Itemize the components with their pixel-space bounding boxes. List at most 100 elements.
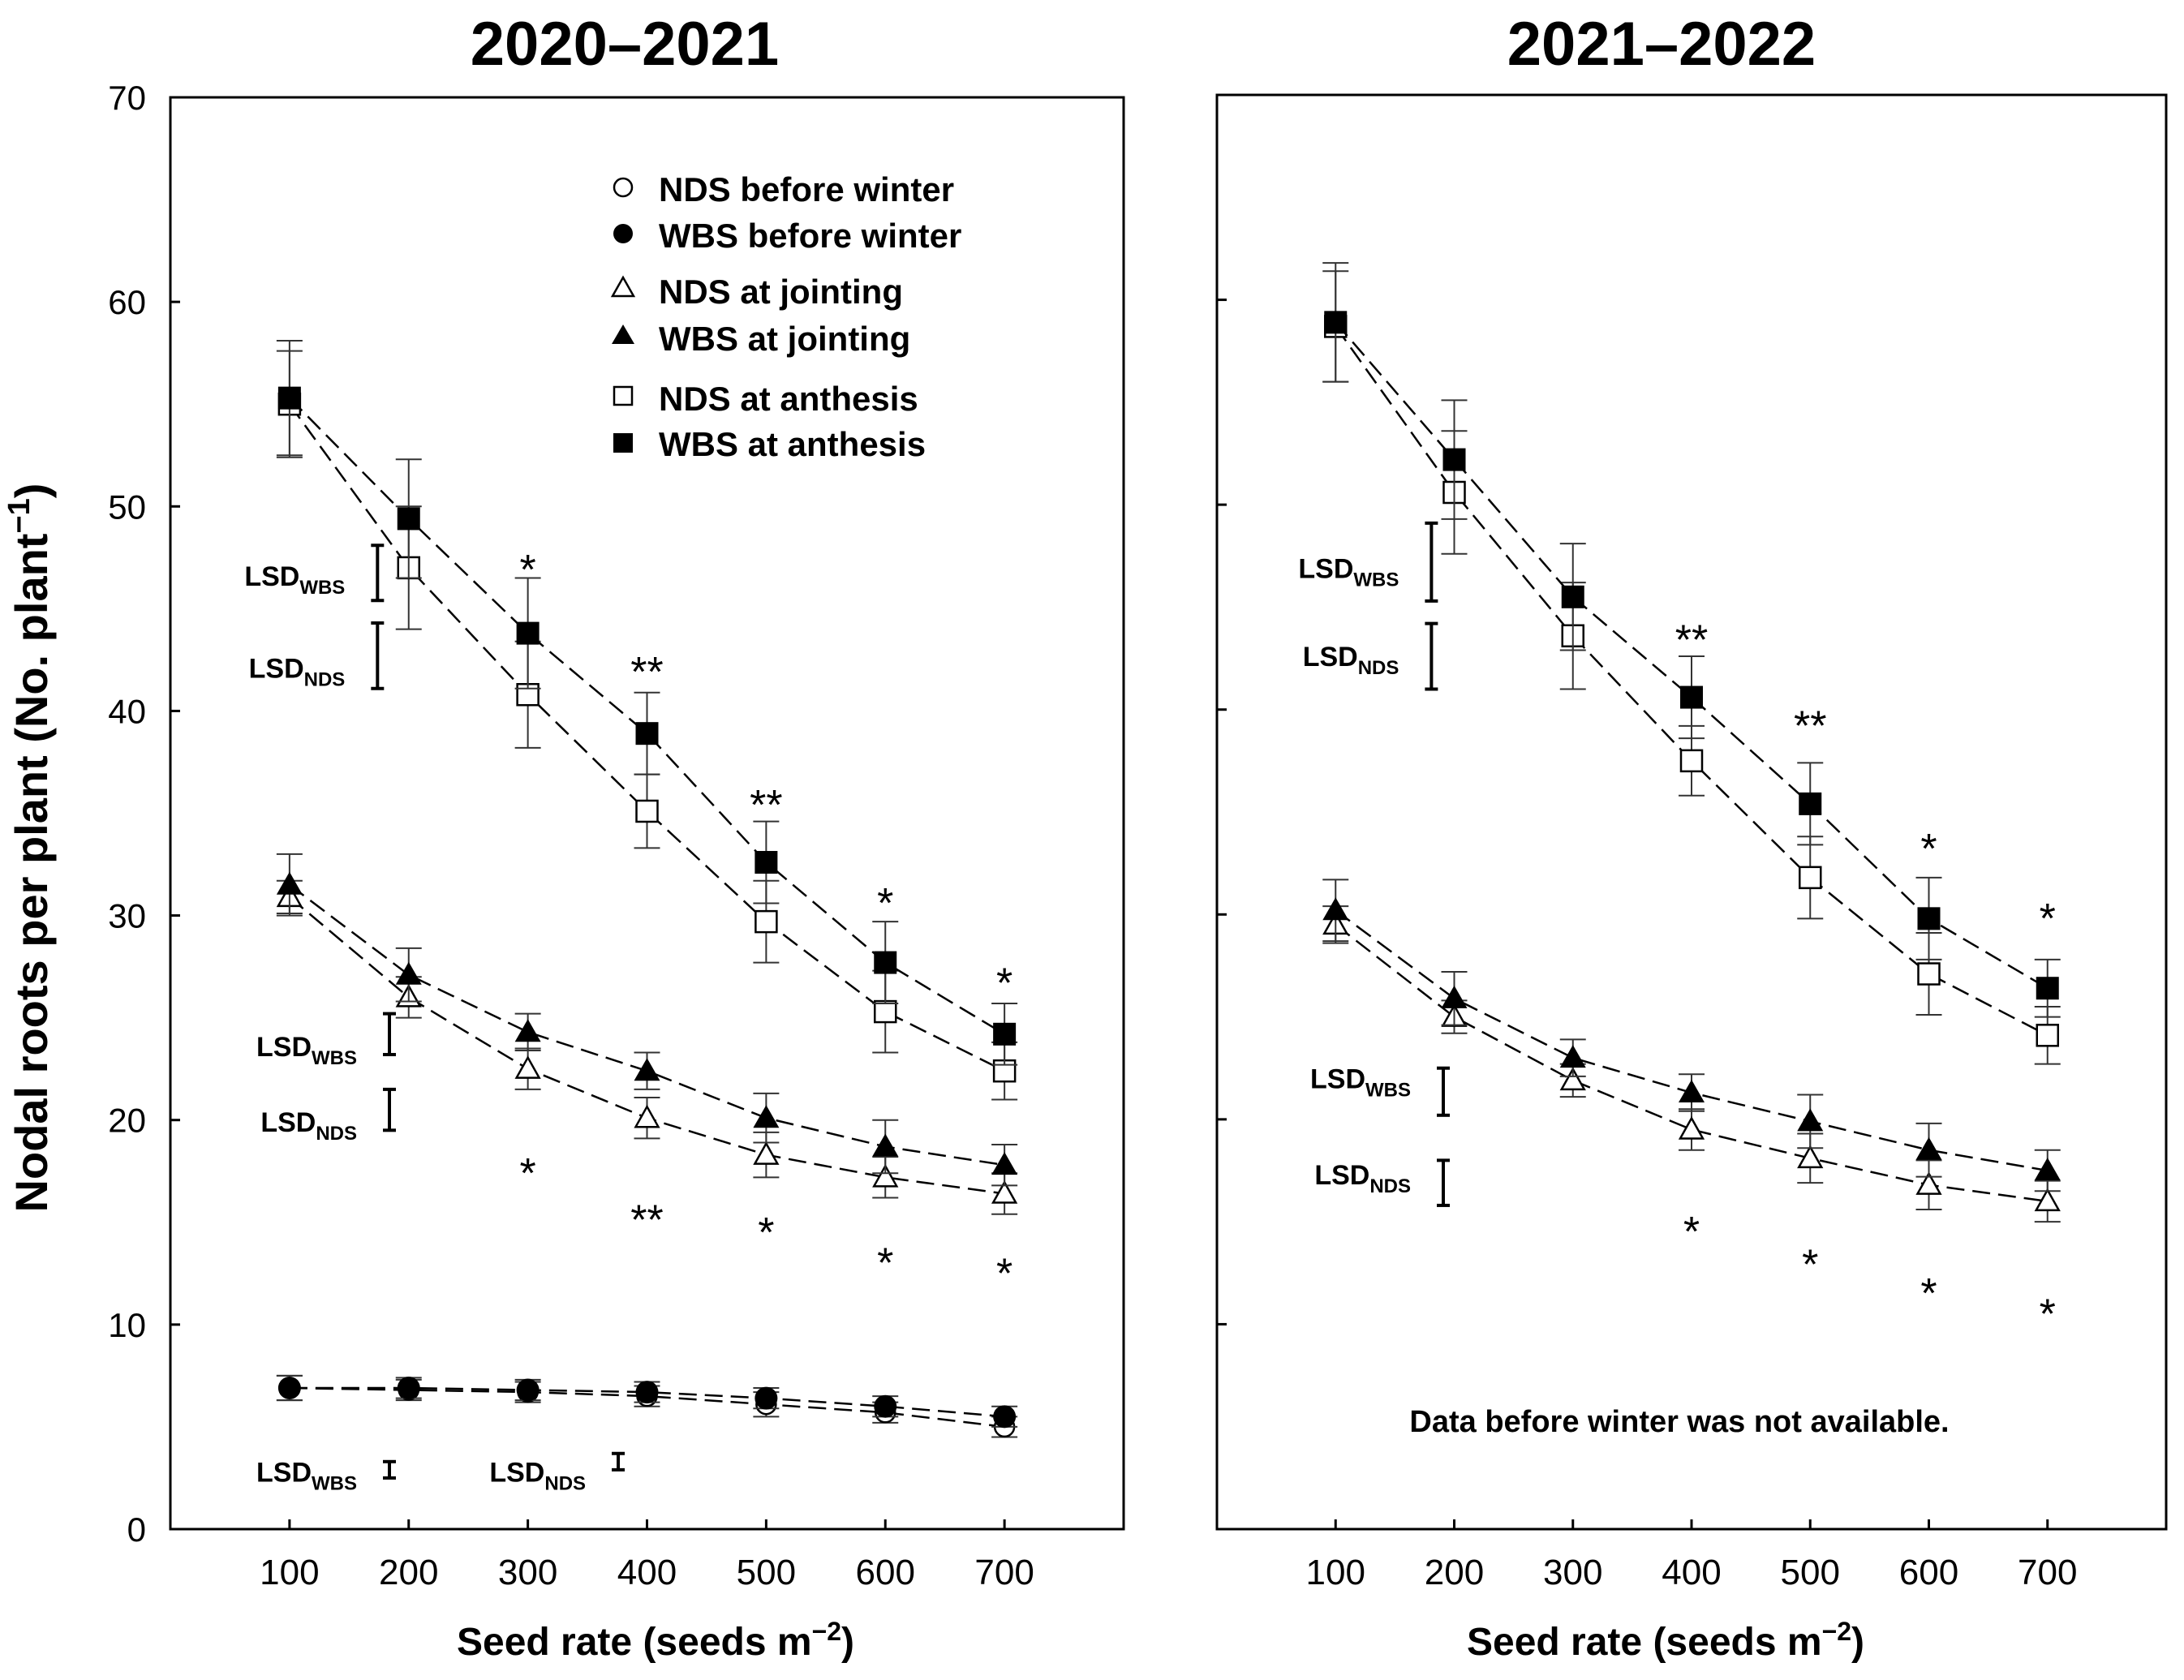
x-tick-label: 500 (1781, 1553, 1840, 1592)
x-tick-label: 700 (2018, 1553, 2077, 1592)
significance-mark: ** (630, 649, 663, 696)
lsd-wbs: LSDWBS (256, 1012, 396, 1069)
data-point-square-filled (397, 507, 420, 531)
lsd-label: LSDWBS (244, 561, 345, 599)
series-wbs-at-anthesis (1322, 262, 2061, 1018)
data-point-triangle-filled (1797, 1108, 1824, 1132)
legend-marker-square-filled (613, 433, 633, 453)
data-point-triangle-filled (514, 1019, 541, 1042)
data-point-square-filled (516, 621, 540, 645)
significance-mark: ** (750, 782, 782, 829)
data-point-square-open (635, 799, 659, 823)
data-point-triangle-open (634, 1104, 660, 1128)
lsd-label: LSDNDS (1303, 642, 1399, 679)
panel-2021-2022: 100 200 300 400 500 600 700********* *LSDWBSLSD… (1215, 93, 2168, 1592)
data-point-square-filled (1917, 907, 1941, 930)
data-point-circle-filled (874, 1394, 897, 1418)
data-point-triangle-filled (1679, 1080, 1705, 1103)
data-point-square-filled (635, 722, 659, 745)
legend-entry-wbs-at-jointing: WBS at jointing (612, 320, 910, 358)
x-tick-label: 200 (1425, 1553, 1484, 1592)
lsd-label: LSDNDS (489, 1457, 586, 1494)
lsd-label: LSDNDS (249, 653, 346, 690)
lsd-label: LSDWBS (1310, 1063, 1411, 1101)
x-tick-label: 100 (1306, 1553, 1365, 1592)
legend: NDS before winter WBS before winter NDS … (610, 170, 961, 463)
y-tick-label: 60 (108, 283, 146, 321)
significance-mark: * (1683, 1209, 1700, 1256)
data-point-triangle-filled (1915, 1136, 1942, 1160)
x-tick-label: 600 (856, 1553, 915, 1592)
data-point-triangle-open (991, 1179, 1018, 1204)
series-wbs-at-jointing (276, 853, 1018, 1187)
significance-mark: ** (630, 1197, 663, 1244)
series-line (289, 896, 1005, 1195)
data-point-square-filled (874, 951, 897, 974)
data-point-triangle-filled (634, 1058, 660, 1081)
lsd-wbs: LSDWBS (1310, 1063, 1450, 1117)
legend-entry-wbs-at-anthesis: WBS at anthesis (613, 425, 926, 463)
y-axis-label: Nodal roots per plant (No. plant−1) (2, 483, 57, 1213)
significance-mark: * (877, 880, 893, 927)
legend-label: WBS at jointing (659, 320, 910, 358)
legend-entry-nds-before-winter: NDS before winter (613, 170, 954, 208)
legend-marker-triangle-filled (612, 324, 634, 344)
x-tick-label: 300 (1543, 1553, 1602, 1592)
data-point-square-filled (277, 386, 301, 410)
data-point-circle-filled (397, 1377, 420, 1400)
data-point-circle-filled (993, 1405, 1017, 1429)
significance-mark: * (1920, 826, 1937, 873)
x-tick-label: 400 (617, 1553, 677, 1592)
lsd-nds: LSDNDS (1303, 621, 1438, 691)
panel-title-right: 2021–2022 (1507, 10, 1816, 79)
lsd-wbs: LSDWBS (1298, 521, 1438, 603)
x-tick-label: 100 (260, 1553, 319, 1592)
data-point-square-filled (1561, 585, 1584, 608)
legend-label: NDS at anthesis (659, 380, 918, 418)
data-point-triangle-filled (753, 1105, 780, 1128)
data-point-triangle-filled (1322, 897, 1349, 921)
series-nds-at-anthesis (1322, 270, 2061, 1065)
data-point-triangle-open (2034, 1188, 2061, 1212)
note-no-data: Data before winter was not available. (1409, 1405, 1949, 1439)
series-nds-at-jointing (1322, 905, 2061, 1223)
data-point-triangle-filled (2034, 1158, 2061, 1180)
data-point-triangle-open (1678, 1115, 1705, 1140)
legend-label: WBS before winter (659, 217, 961, 255)
data-point-square-open (2036, 1024, 2059, 1047)
legend-label: NDS before winter (659, 170, 954, 208)
significance-mark: * (520, 547, 536, 594)
x-axis-label-right: Seed rate (seeds m−2) (1467, 1617, 1864, 1664)
legend-entry-wbs-before-winter: WBS before winter (613, 217, 961, 255)
data-point-triangle-filled (991, 1152, 1018, 1175)
y-tick-label: 40 (108, 692, 146, 730)
legend-marker-triangle-open (610, 275, 636, 298)
x-tick-label: 700 (974, 1553, 1034, 1592)
y-tick-label: 70 (108, 79, 146, 117)
y-tick-label: 50 (108, 488, 146, 526)
series-nds-at-jointing (276, 879, 1018, 1215)
data-point-triangle-filled (1441, 985, 1468, 1008)
legend-label: NDS at jointing (659, 273, 903, 311)
x-tick-label: 400 (1662, 1553, 1721, 1592)
legend-entry-nds-at-jointing: NDS at jointing (610, 273, 903, 311)
legend-marker-circle-filled (613, 224, 633, 243)
significance-mark: * (520, 1150, 536, 1197)
data-point-triangle-filled (1559, 1045, 1586, 1068)
x-axis-label-left: Seed rate (seeds m−2) (457, 1617, 854, 1664)
data-point-square-filled (993, 1022, 1017, 1046)
data-point-square-open (755, 909, 778, 934)
data-point-square-open (1799, 866, 1822, 890)
data-point-circle-filled (755, 1386, 778, 1410)
panel-title-left: 2020–2021 (471, 10, 779, 79)
data-point-circle-filled (635, 1381, 659, 1404)
data-point-triangle-open (1559, 1067, 1586, 1091)
data-point-triangle-filled (395, 961, 422, 985)
data-point-triangle-open (1915, 1171, 1942, 1195)
x-tick-label: 600 (1899, 1553, 1958, 1592)
lsd-nds: LSDNDS (260, 1087, 396, 1145)
significance-mark: * (758, 1210, 774, 1257)
data-point-square-filled (2036, 977, 2059, 1000)
